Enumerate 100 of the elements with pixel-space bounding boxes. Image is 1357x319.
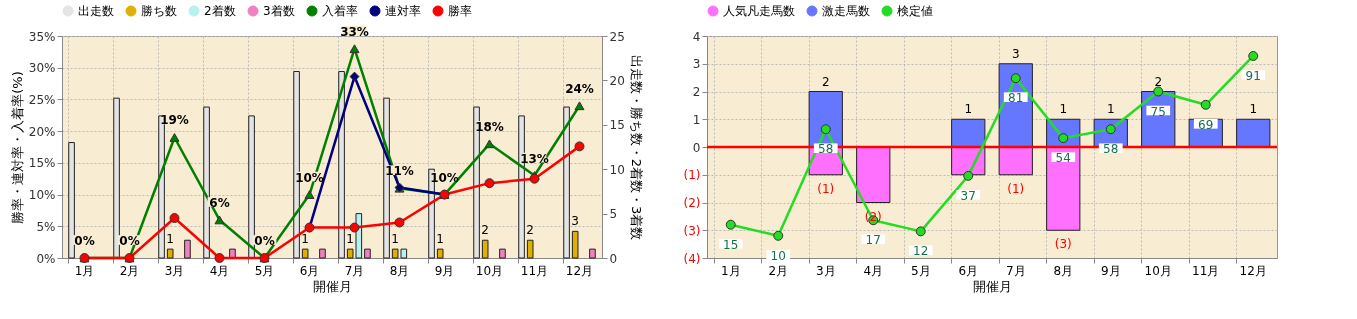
data-label: 2 bbox=[821, 74, 830, 89]
data-label: 3 bbox=[571, 214, 580, 229]
x-axis-title: 開催月 bbox=[973, 278, 1012, 294]
y-tick-label: (4) bbox=[683, 251, 701, 266]
y2-tick-label: 5 bbox=[609, 207, 618, 222]
data-label: 11% bbox=[385, 164, 414, 179]
data-label: 37 bbox=[960, 188, 976, 203]
data-label: 2 bbox=[526, 223, 535, 238]
data-label: 10% bbox=[295, 170, 324, 185]
data-label: 1 bbox=[166, 232, 175, 247]
data-label: 15 bbox=[723, 237, 739, 252]
legend-label: 出走数 bbox=[78, 4, 114, 18]
y-tick-label: 5% bbox=[36, 219, 56, 234]
data-label: 58 bbox=[818, 142, 834, 157]
legend-label: 人気凡走馬数 bbox=[723, 4, 795, 18]
data-label: (1) bbox=[1007, 181, 1025, 196]
y-tick-label: 3 bbox=[692, 57, 701, 72]
data-label: 3 bbox=[1011, 46, 1020, 61]
data-label: 12 bbox=[913, 244, 929, 259]
data-label: 33% bbox=[340, 24, 369, 39]
y-tick-label: 4 bbox=[692, 29, 701, 44]
x-tick-label: 8月 bbox=[389, 263, 410, 278]
data-label: 10% bbox=[430, 170, 459, 185]
x-tick-label: 12月 bbox=[1239, 263, 1267, 278]
x-tick-label: 9月 bbox=[1100, 263, 1121, 278]
legend-label: 連対率 bbox=[385, 4, 421, 18]
y-tick-label: 35% bbox=[28, 29, 56, 44]
y-tick-label: 0% bbox=[36, 251, 56, 266]
y-tick-label: 0 bbox=[692, 140, 701, 155]
x-axis-title: 開催月 bbox=[313, 278, 352, 294]
x-tick-label: 5月 bbox=[910, 263, 931, 278]
x-tick-label: 3月 bbox=[164, 263, 185, 278]
data-label: 1 bbox=[346, 232, 355, 247]
x-tick-label: 2月 bbox=[119, 263, 140, 278]
y-tick-label: 25% bbox=[28, 92, 56, 107]
x-tick-label: 5月 bbox=[254, 263, 275, 278]
y-tick-label: 1 bbox=[692, 112, 701, 127]
x-tick-label: 3月 bbox=[815, 263, 836, 278]
data-label: 1 bbox=[1106, 102, 1115, 117]
x-tick-label: 12月 bbox=[565, 263, 594, 278]
data-label: (3) bbox=[1054, 237, 1072, 252]
x-tick-label: 11月 bbox=[520, 263, 549, 278]
y2-axis-title: 出走数・勝ち数・2着数・3着数 bbox=[628, 54, 644, 241]
data-label: 0% bbox=[74, 234, 95, 248]
x-tick-label: 4月 bbox=[863, 263, 884, 278]
x-tick-label: 7月 bbox=[1005, 263, 1026, 278]
data-label: 2 bbox=[481, 223, 490, 238]
data-label: 1 bbox=[391, 232, 400, 247]
data-label: 6% bbox=[209, 195, 230, 210]
x-tick-label: 7月 bbox=[344, 263, 365, 278]
x-tick-label: 9月 bbox=[434, 263, 455, 278]
x-tick-label: 10月 bbox=[475, 263, 504, 278]
y-tick-label: 2 bbox=[692, 85, 701, 99]
legend-label: 3着数 bbox=[263, 4, 295, 18]
data-label: 1 bbox=[1249, 102, 1258, 117]
x-tick-label: 8月 bbox=[1053, 263, 1074, 278]
data-label: 69 bbox=[1198, 117, 1214, 132]
x-tick-label: 6月 bbox=[299, 263, 320, 278]
data-label: 0% bbox=[254, 234, 275, 248]
y-tick-label: 30% bbox=[28, 61, 56, 76]
y-tick-label: 20% bbox=[28, 124, 56, 139]
y2-tick-label: 15 bbox=[609, 118, 625, 133]
y-tick-label: (3) bbox=[683, 223, 701, 238]
legend-label: 激走馬数 bbox=[822, 4, 870, 18]
x-tick-label: 1月 bbox=[720, 263, 741, 278]
y-axis-title: 勝率・連対率・入着率(%) bbox=[9, 71, 25, 224]
y-tick-label: (1) bbox=[683, 168, 701, 183]
legend-label: 検定値 bbox=[897, 4, 933, 18]
y2-tick-label: 0 bbox=[609, 251, 618, 266]
y-tick-label: 10% bbox=[28, 188, 56, 203]
data-label: 1 bbox=[1059, 102, 1068, 117]
data-label: 2 bbox=[1154, 74, 1163, 89]
data-label: 1 bbox=[436, 232, 445, 247]
legend-label: 2着数 bbox=[204, 4, 236, 18]
legend-label: 勝率 bbox=[448, 4, 472, 18]
x-tick-label: 4月 bbox=[209, 263, 230, 278]
data-label: 24% bbox=[565, 81, 594, 96]
data-label: 1 bbox=[964, 102, 973, 117]
x-tick-label: 10月 bbox=[1144, 263, 1172, 278]
data-label: 54 bbox=[1055, 151, 1071, 166]
x-tick-label: 2月 bbox=[768, 263, 789, 278]
data-label: 17 bbox=[865, 233, 881, 248]
x-tick-label: 11月 bbox=[1192, 263, 1220, 278]
data-label: 75 bbox=[1150, 104, 1166, 119]
data-label: 0% bbox=[119, 234, 140, 248]
data-label: 10 bbox=[770, 248, 786, 263]
y-tick-label: (2) bbox=[683, 196, 701, 210]
y2-tick-label: 25 bbox=[609, 29, 625, 44]
data-label: 19% bbox=[160, 113, 189, 128]
data-label: 13% bbox=[520, 151, 549, 166]
y2-tick-label: 20 bbox=[609, 73, 625, 88]
legend-label: 入着率 bbox=[322, 4, 358, 18]
data-label: 81 bbox=[1008, 91, 1024, 106]
data-label: 91 bbox=[1245, 68, 1261, 83]
data-label: (1) bbox=[817, 181, 835, 196]
y-tick-label: 15% bbox=[28, 156, 56, 171]
x-tick-label: 6月 bbox=[958, 263, 979, 278]
legend-label: 勝ち数 bbox=[141, 4, 177, 18]
data-label: 18% bbox=[475, 119, 504, 134]
x-tick-label: 1月 bbox=[74, 263, 95, 278]
